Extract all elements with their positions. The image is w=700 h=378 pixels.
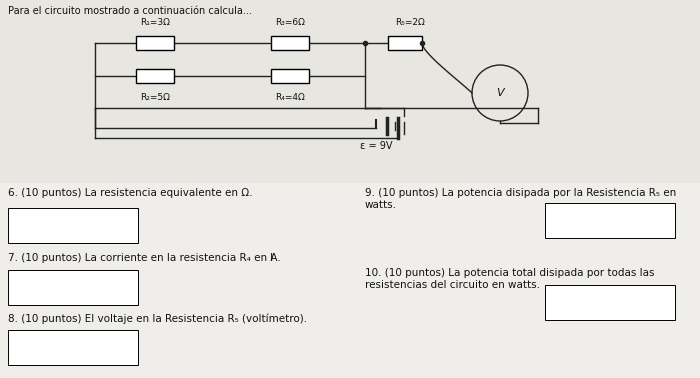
Text: R₄=4Ω: R₄=4Ω	[275, 93, 305, 102]
Bar	[136, 68, 174, 82]
Text: R₁=3Ω: R₁=3Ω	[140, 18, 170, 27]
Text: 6. (10 puntos) La resistencia equivalente en Ω.: 6. (10 puntos) La resistencia equivalent…	[8, 188, 253, 198]
Text: 7. (10 puntos) La corriente en la resistencia R₄ en A.: 7. (10 puntos) La corriente en la resist…	[8, 253, 281, 263]
Text: I: I	[270, 253, 273, 263]
Bar	[8, 270, 138, 305]
Text: 9. (10 puntos) La potencia disipada por la Resistencia R₅ en
watts.: 9. (10 puntos) La potencia disipada por …	[365, 188, 676, 209]
Text: R₅=2Ω: R₅=2Ω	[395, 18, 425, 27]
Text: R₂=5Ω: R₂=5Ω	[140, 93, 170, 102]
Text: R₃=6Ω: R₃=6Ω	[275, 18, 305, 27]
Text: Para el circuito mostrado a continuación calcula...: Para el circuito mostrado a continuación…	[8, 6, 252, 16]
Bar	[8, 330, 138, 365]
Bar	[0, 183, 700, 378]
Text: 10. (10 puntos) La potencia total disipada por todas las
resistencias del circui: 10. (10 puntos) La potencia total disipa…	[365, 268, 654, 290]
Bar	[136, 36, 174, 50]
Bar	[388, 36, 422, 50]
Text: 8. (10 puntos) El voltaje en la Resistencia R₅ (voltímetro).: 8. (10 puntos) El voltaje en la Resisten…	[8, 313, 307, 324]
Bar	[271, 68, 309, 82]
Bar	[271, 36, 309, 50]
Text: V: V	[496, 88, 504, 98]
Bar	[8, 208, 138, 243]
Bar	[545, 203, 675, 238]
Text: ε = 9V: ε = 9V	[360, 141, 393, 151]
Bar	[545, 285, 675, 320]
